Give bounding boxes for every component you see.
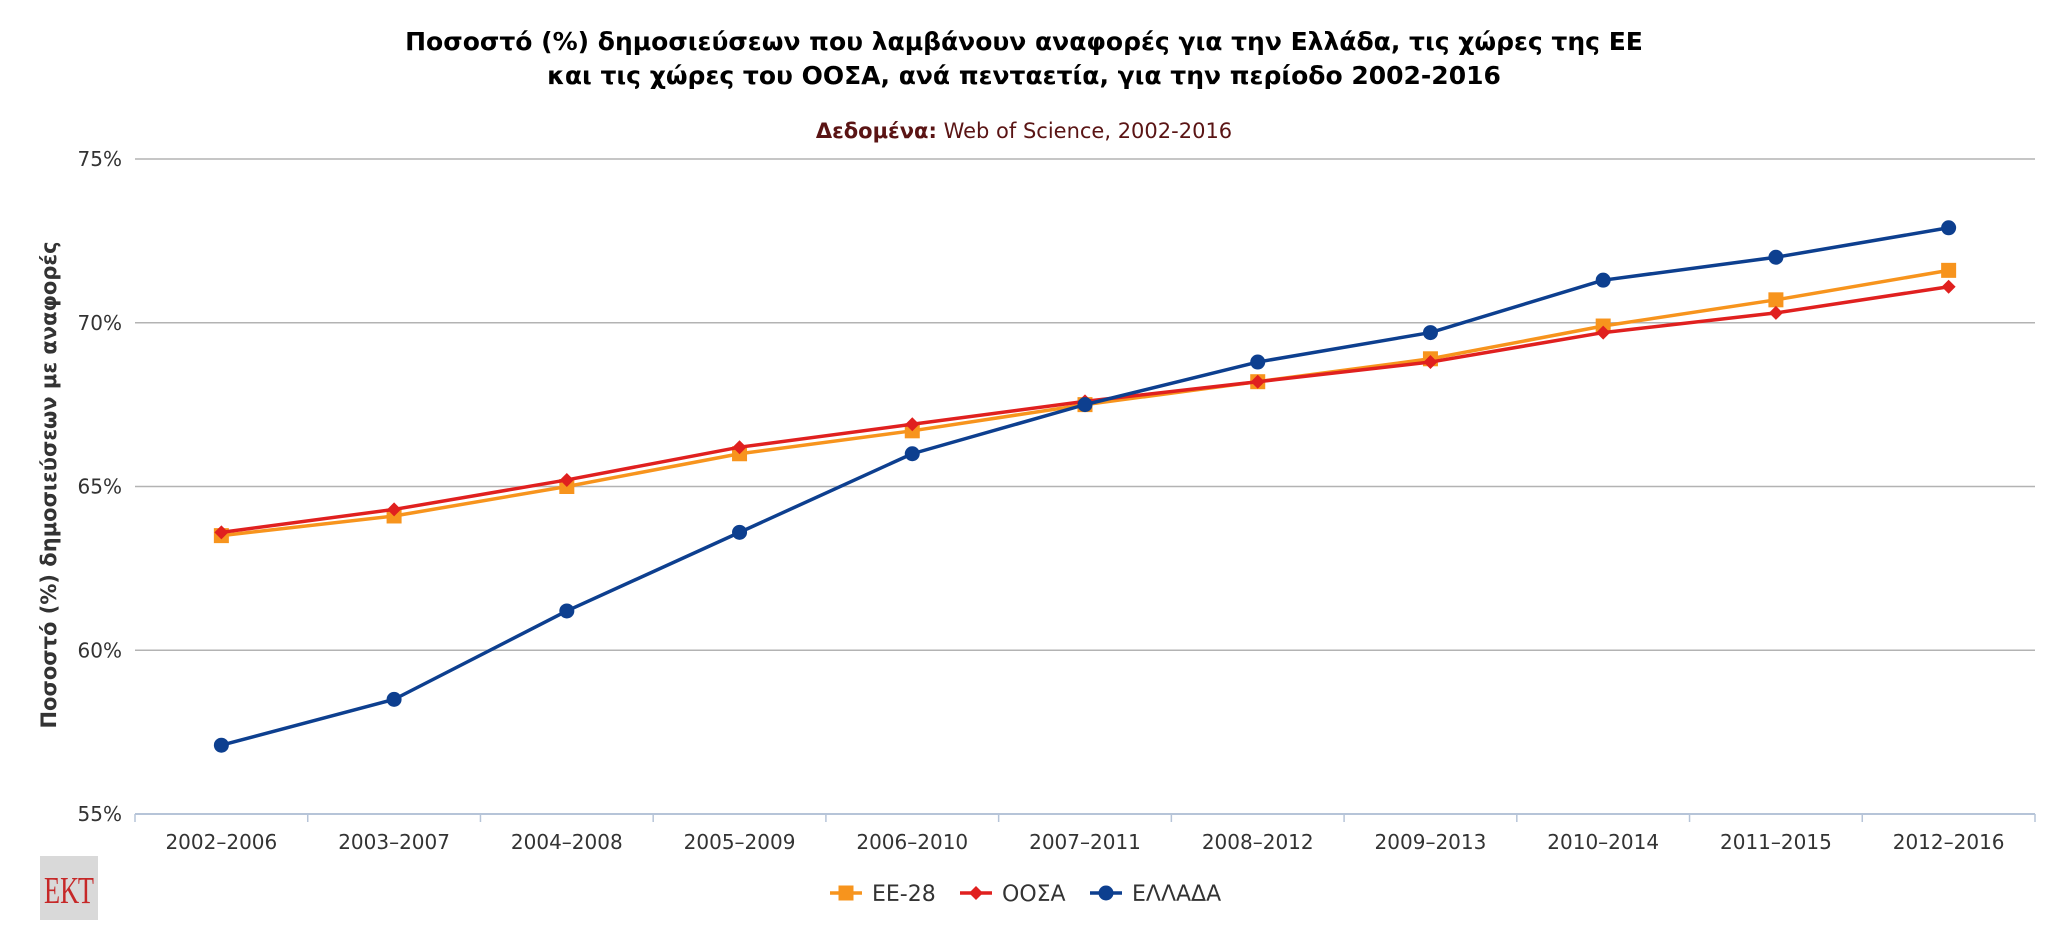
y-axis-label: Ποσοστό (%) δημοσιεύσεων με αναφορές bbox=[37, 241, 61, 728]
data-point-diamond bbox=[387, 502, 402, 517]
y-tick-label: 55% bbox=[78, 802, 122, 826]
data-point-diamond bbox=[1768, 305, 1783, 320]
x-tick-label: 2010–2014 bbox=[1547, 830, 1659, 854]
series-group bbox=[213, 220, 1957, 753]
data-point-square bbox=[1768, 292, 1784, 308]
data-point-diamond bbox=[1596, 325, 1611, 340]
legend-label: ΟΟΣΑ bbox=[1002, 882, 1066, 907]
data-point-circle bbox=[386, 691, 402, 707]
data-point-circle bbox=[1768, 249, 1784, 265]
x-tick-label: 2006–2010 bbox=[856, 830, 968, 854]
y-tick-label: 70% bbox=[78, 311, 122, 335]
data-point-square bbox=[1941, 262, 1957, 278]
y-tick-label: 60% bbox=[78, 638, 122, 662]
x-tick-label: 2008–2012 bbox=[1202, 830, 1314, 854]
data-point-diamond bbox=[1423, 355, 1438, 370]
legend-marker bbox=[1098, 885, 1114, 901]
x-tick-label: 2005–2009 bbox=[684, 830, 796, 854]
legend-label: ΕΕ-28 bbox=[872, 882, 936, 907]
data-point-circle bbox=[1595, 272, 1611, 288]
data-point-diamond bbox=[214, 525, 229, 540]
legend[interactable]: ΕΕ-28 ΟΟΣΑ ΕΛΛΑΔΑ bbox=[830, 882, 1221, 907]
y-axis-ticks: 55% 60% 65% 70% 75% bbox=[78, 147, 122, 826]
data-point-circle bbox=[559, 603, 575, 619]
chart-title-line2: και τις χώρες του ΟΟΣΑ, ανά πενταετία, γ… bbox=[547, 61, 1501, 90]
data-point-circle bbox=[1941, 220, 1957, 236]
data-point-circle bbox=[1077, 397, 1093, 413]
y-tick-label: 65% bbox=[78, 475, 122, 499]
data-point-circle bbox=[1250, 354, 1266, 370]
y-tick-label: 75% bbox=[78, 147, 122, 171]
x-tick-label: 2003–2007 bbox=[338, 830, 450, 854]
chart-title-line1: Ποσοστό (%) δημοσιεύσεων που λαμβάνουν α… bbox=[405, 27, 1643, 56]
x-tick-label: 2009–2013 bbox=[1375, 830, 1487, 854]
x-tick-label: 2002–2006 bbox=[165, 830, 277, 854]
subtitle-source: Web of Science, 2002-2016 bbox=[937, 119, 1232, 143]
data-point-diamond bbox=[905, 417, 920, 432]
legend-marker bbox=[838, 885, 854, 901]
grid-lines bbox=[135, 158, 2035, 651]
series-circle bbox=[213, 220, 1957, 753]
data-point-circle bbox=[1422, 325, 1438, 341]
legend-item-circle[interactable]: ΕΛΛΑΔΑ bbox=[1090, 882, 1221, 907]
x-axis: 2002–2006 2003–2007 2004–2008 2005–2009 2006… bbox=[134, 813, 2036, 854]
data-point-diamond bbox=[732, 440, 747, 455]
logo-text: ΕΚΤ bbox=[44, 870, 94, 912]
data-point-circle bbox=[213, 737, 229, 753]
data-point-diamond bbox=[559, 472, 574, 487]
x-tick-label: 2011–2015 bbox=[1720, 830, 1832, 854]
subtitle-label: Δεδομένα: bbox=[816, 119, 937, 143]
data-point-diamond bbox=[1941, 279, 1956, 294]
data-point-diamond bbox=[1250, 374, 1265, 389]
data-point-circle bbox=[904, 446, 920, 462]
chart-subtitle: Δεδομένα: Web of Science, 2002-2016 bbox=[816, 119, 1232, 143]
x-tick-label: 2012–2016 bbox=[1893, 830, 2005, 854]
data-point-circle bbox=[732, 524, 748, 540]
legend-label: ΕΛΛΑΔΑ bbox=[1132, 882, 1221, 907]
x-tick-label: 2007–2011 bbox=[1029, 830, 1141, 854]
legend-item-square[interactable]: ΕΕ-28 bbox=[830, 882, 936, 907]
legend-item-diamond[interactable]: ΟΟΣΑ bbox=[960, 882, 1066, 907]
ekt-logo: ΕΚΤ bbox=[40, 856, 98, 920]
legend-marker bbox=[969, 886, 983, 900]
x-tick-label: 2004–2008 bbox=[511, 830, 623, 854]
